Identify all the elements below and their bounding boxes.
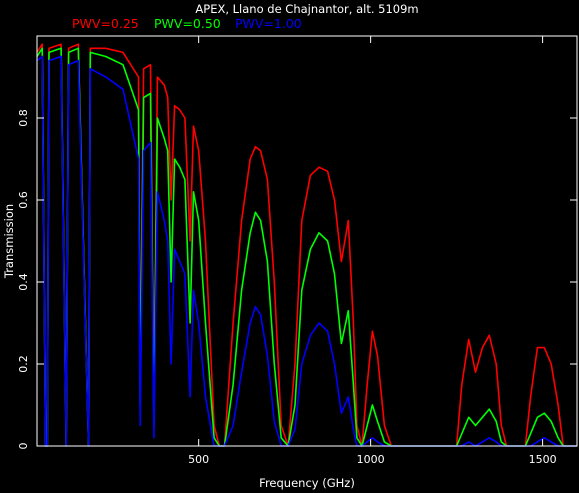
x-axis: 500 1000 1500 bbox=[188, 36, 557, 466]
x-tick-label: 1000 bbox=[357, 453, 385, 466]
series-line-3 bbox=[36, 55, 577, 447]
y-axis-label: Transmission bbox=[2, 204, 16, 279]
y-tick-label: 0 bbox=[17, 443, 30, 450]
plot-area bbox=[36, 43, 577, 447]
legend-entry-3: PWV=1.00 bbox=[235, 16, 302, 31]
x-tick-label: 1500 bbox=[529, 453, 557, 466]
y-tick-label: 0.2 bbox=[17, 355, 30, 373]
y-tick-label: 0.8 bbox=[17, 109, 30, 127]
y-tick-label: 0.4 bbox=[17, 273, 30, 291]
legend: PWV=0.25 PWV=0.50 PWV=1.00 bbox=[72, 16, 302, 31]
series-line-2 bbox=[36, 47, 577, 447]
y-tick-label: 0.6 bbox=[17, 191, 30, 209]
plot-frame bbox=[36, 35, 578, 447]
y-axis: 0 0.2 0.4 0.6 0.8 bbox=[17, 109, 577, 450]
x-axis-label: Frequency (GHz) bbox=[259, 476, 355, 490]
legend-entry-2: PWV=0.50 bbox=[154, 16, 221, 31]
legend-entry-1: PWV=0.25 bbox=[72, 16, 139, 31]
series-line-1 bbox=[36, 43, 577, 447]
chart-title: APEX, Llano de Chajnantor, alt. 5109m bbox=[195, 2, 418, 16]
x-tick-label: 500 bbox=[188, 453, 209, 466]
